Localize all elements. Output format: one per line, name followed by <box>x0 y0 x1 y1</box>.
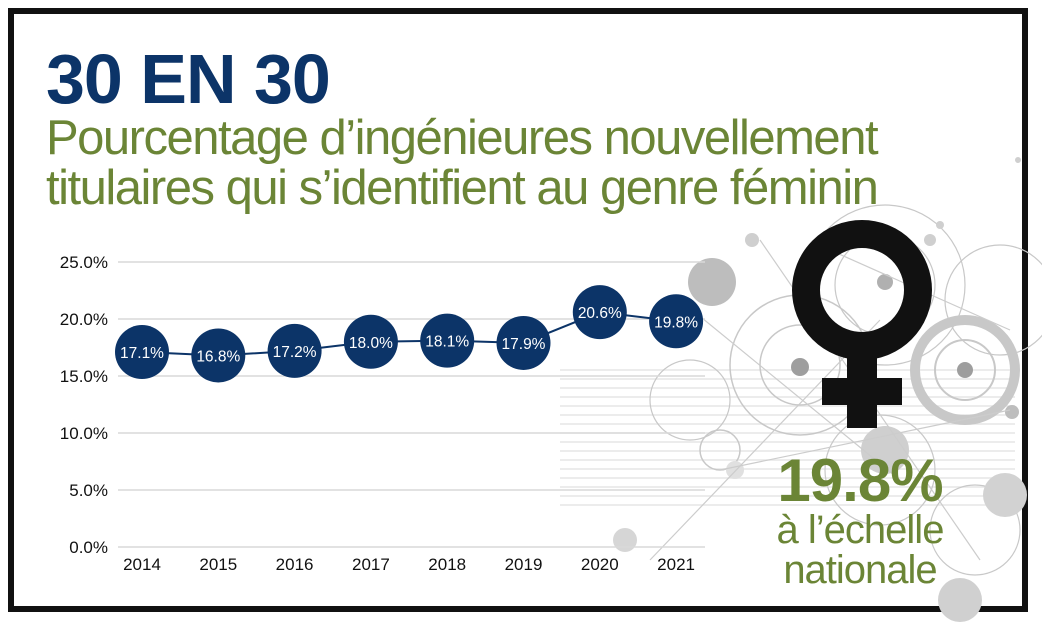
deco-dot <box>613 528 637 552</box>
national-stat-value: 19.8% <box>777 447 943 514</box>
data-label: 17.2% <box>273 344 317 361</box>
data-label: 19.8% <box>654 314 698 331</box>
x-tick-label: 2020 <box>581 555 619 574</box>
x-tick-label: 2015 <box>199 555 237 574</box>
y-tick-label: 15.0% <box>60 367 108 386</box>
data-point-marker <box>191 328 246 383</box>
deco-ring <box>929 484 1021 576</box>
data-point-marker <box>115 325 169 380</box>
data-point-marker <box>649 294 704 349</box>
x-tick-label: 2014 <box>123 555 161 574</box>
data-label: 17.1% <box>120 345 164 362</box>
deco-ring <box>910 315 1020 425</box>
x-tick-label: 2019 <box>505 555 543 574</box>
deco-ring <box>649 359 731 441</box>
data-label: 18.1% <box>425 334 469 351</box>
deco-dot <box>924 234 936 246</box>
deco-dot <box>936 221 944 229</box>
deco-ring <box>944 244 1042 356</box>
data-point-marker <box>572 285 627 340</box>
data-point-marker <box>267 323 322 378</box>
data-label: 20.6% <box>578 305 622 322</box>
deco-connector <box>719 409 1011 471</box>
data-label: 17.9% <box>502 336 546 353</box>
deco-connector <box>679 299 901 481</box>
x-tick-label: 2021 <box>657 555 695 574</box>
subtitle-line-1: Pourcentage d’ingénieures nouvellement <box>46 111 879 165</box>
x-tick-label: 2016 <box>276 555 314 574</box>
deco-dot <box>957 362 973 378</box>
infographic-frame <box>8 8 1028 612</box>
y-tick-label: 10.0% <box>60 424 108 443</box>
data-point-marker <box>343 314 398 369</box>
national-stat: 19.8% à l’échelle nationale <box>745 447 975 592</box>
data-point-marker <box>420 313 475 368</box>
y-tick-label: 5.0% <box>69 481 108 500</box>
deco-dot <box>877 274 893 290</box>
data-label: 16.8% <box>196 348 240 365</box>
subtitle-line-2: titulaires qui s’identifient au genre fé… <box>46 161 879 215</box>
deco-dot <box>983 473 1027 517</box>
national-stat-line-2: nationale <box>783 548 937 592</box>
headline: 30 EN 30 <box>46 40 331 118</box>
y-tick-label: 0.0% <box>69 538 108 557</box>
data-point-marker <box>496 315 551 370</box>
deco-dot <box>1015 157 1021 163</box>
y-tick-label: 25.0% <box>60 253 108 272</box>
deco-ring <box>934 339 996 401</box>
data-label: 18.0% <box>349 335 393 352</box>
deco-connector <box>649 319 881 561</box>
x-tick-label: 2017 <box>352 555 390 574</box>
deco-dot <box>745 233 759 247</box>
x-tick-label: 2018 <box>428 555 466 574</box>
y-tick-label: 20.0% <box>60 310 108 329</box>
deco-dot <box>688 258 736 306</box>
deco-dot <box>938 578 982 622</box>
deco-dot <box>1005 405 1019 419</box>
national-stat-line-1: à l’échelle <box>776 508 945 552</box>
deco-dot <box>791 358 809 376</box>
chart-subtitle: Pourcentage d’ingénieures nouvellement t… <box>46 113 986 213</box>
